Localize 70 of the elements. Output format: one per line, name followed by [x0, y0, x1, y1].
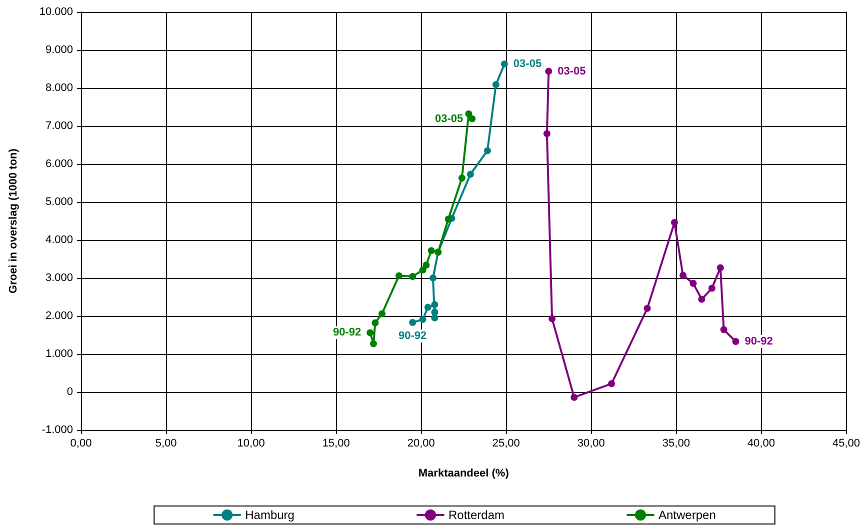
y-axis-title: Groei in overslag (1000 ton): [8, 148, 20, 294]
x-axis-title: Marktaandeel (%): [418, 468, 510, 480]
point: [679, 272, 686, 279]
y-tick-label: 2.000: [45, 310, 73, 322]
y-tick-label: 0: [66, 386, 73, 398]
point: [419, 316, 426, 323]
point: [372, 319, 379, 326]
y-tick-label: 4.000: [45, 234, 73, 246]
x-tick-label: 5,00: [155, 438, 177, 450]
point: [608, 380, 616, 388]
point: [468, 115, 476, 122]
legend-label: Hamburg: [245, 508, 294, 522]
point: [545, 68, 552, 75]
x-tick-label: 35,00: [662, 438, 690, 450]
point: [378, 310, 386, 318]
point: [500, 60, 508, 68]
point: [644, 304, 651, 312]
y-tick-label: 9.000: [45, 44, 73, 56]
point: [466, 170, 474, 178]
point: [465, 110, 472, 118]
legend-label: Rotterdam: [448, 508, 505, 522]
x-tick-label: 0,00: [70, 438, 92, 450]
point: [409, 318, 416, 326]
y-tick-label: 8.000: [45, 82, 73, 94]
x-tick-label: 40,00: [747, 438, 775, 450]
y-tick-label: 5.000: [45, 196, 73, 208]
point: [548, 315, 556, 322]
annotation: 90-92: [332, 326, 362, 339]
point: [366, 329, 374, 336]
point: [716, 264, 724, 272]
point: [484, 147, 491, 154]
point: [428, 247, 435, 254]
annotation: 90-92: [744, 335, 773, 348]
point: [419, 266, 426, 274]
x-tick-label: 25,00: [492, 438, 520, 450]
x-tick-label: 15,00: [322, 438, 350, 450]
point: [690, 280, 697, 287]
point: [670, 219, 678, 226]
point: [543, 130, 550, 138]
x-tick-label: 45,00: [832, 438, 860, 450]
y-tick-label: 10.000: [39, 6, 73, 18]
point: [444, 216, 452, 223]
point: [431, 301, 438, 308]
point: [720, 326, 728, 334]
y-tick-label: 3.000: [45, 272, 73, 284]
point: [424, 304, 432, 311]
point: [422, 262, 430, 269]
point: [732, 338, 740, 345]
point: [570, 394, 578, 401]
point: [698, 296, 706, 303]
point: [458, 174, 466, 182]
point: [431, 314, 438, 322]
x-tick-label: 30,00: [577, 438, 605, 450]
point: [492, 81, 500, 88]
legend-label: Antwerpen: [658, 508, 716, 522]
point: [409, 272, 416, 280]
point: [430, 274, 437, 282]
annotation: 03-05: [558, 65, 586, 78]
annotation: 03-05: [434, 112, 464, 125]
annotation: 03-05: [513, 58, 542, 70]
x-tick-label: 20,00: [407, 438, 435, 450]
point: [370, 340, 377, 348]
x-tick-label: 10,00: [237, 438, 265, 450]
y-tick-label: -1.000: [42, 424, 73, 436]
annotation: 90-92: [398, 330, 427, 342]
y-tick-label: 6.000: [45, 158, 73, 170]
y-tick-label: 1.000: [45, 348, 73, 360]
point: [396, 272, 402, 280]
point: [708, 284, 716, 292]
y-tick-label: 7.000: [45, 120, 73, 132]
